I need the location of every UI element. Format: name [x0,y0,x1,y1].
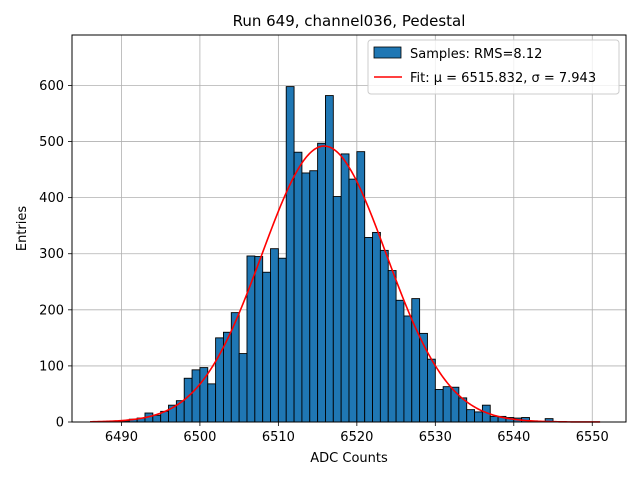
histogram-bar [183,377,193,423]
y-axis-ticks: 0 100 200 300 400 500 600 [39,79,72,431]
histogram-bar [403,315,413,423]
histogram-bar [317,142,326,423]
x-axis-ticks: 6490 6500 6510 6520 6530 6540 6550 [105,422,609,445]
legend-label-samples: Samples: RMS=8.12 [410,47,542,62]
x-tick-label: 6520 [340,430,373,445]
histogram-bars [120,86,554,423]
histogram-bar [364,237,373,423]
fit-curve [90,145,601,423]
x-tick-label: 6540 [497,430,530,445]
legend-box [367,39,620,95]
histogram-bar [474,411,483,423]
y-tick-label: 0 [56,416,64,431]
histogram-bar [434,389,444,423]
x-tick-label: 6510 [262,430,295,445]
histogram-bar [489,415,499,423]
x-tick-label: 6550 [576,430,609,445]
y-tick-label: 400 [39,191,64,206]
legend: Samples: RMS=8.12 Fit: μ = 6515.832, σ =… [367,39,620,95]
legend-label-fit: Fit: μ = 6515.832, σ = 7.943 [410,71,596,86]
histogram-bar [207,383,217,423]
histogram-bar [277,257,287,423]
y-tick-label: 500 [39,135,64,150]
plot-frame [71,34,627,423]
histogram-bar [309,170,319,423]
x-tick-label: 6490 [105,430,138,445]
histogram-bar [270,248,279,423]
histogram-bar [427,358,436,423]
histogram-bar [356,151,366,423]
histogram-bar [285,86,295,423]
histogram-bar [246,255,256,423]
y-tick-label: 300 [39,247,64,262]
histogram-bar [340,153,350,423]
histogram-bar [332,196,342,423]
histogram-bar [325,95,334,423]
histogram-bar [442,386,452,423]
chart-title: Run 649, channel036, Pedestal [233,12,466,30]
histogram-bar [379,249,389,423]
legend-swatch-samples [373,46,402,59]
histogram-bar [372,231,381,423]
x-tick-label: 6530 [419,430,452,445]
histogram-bar [301,172,311,423]
x-axis-label: ADC Counts [310,451,388,466]
y-tick-label: 100 [39,359,64,374]
y-tick-label: 200 [39,303,64,318]
histogram-bar [395,299,405,423]
histogram-bar [387,270,397,423]
histogram-bar [152,414,162,423]
histogram-bar [348,178,358,423]
histogram-bar [293,151,303,423]
histogram-bar [419,332,428,423]
x-tick-label: 6500 [183,430,216,445]
y-axis-label: Entries [15,206,30,252]
histogram-bar [262,271,271,423]
histogram-bar [254,256,264,423]
histogram-bar [238,353,248,423]
histogram-bar [411,298,421,423]
histogram-bar [191,369,201,423]
histogram-bar [466,409,476,423]
y-tick-label: 600 [39,79,64,94]
